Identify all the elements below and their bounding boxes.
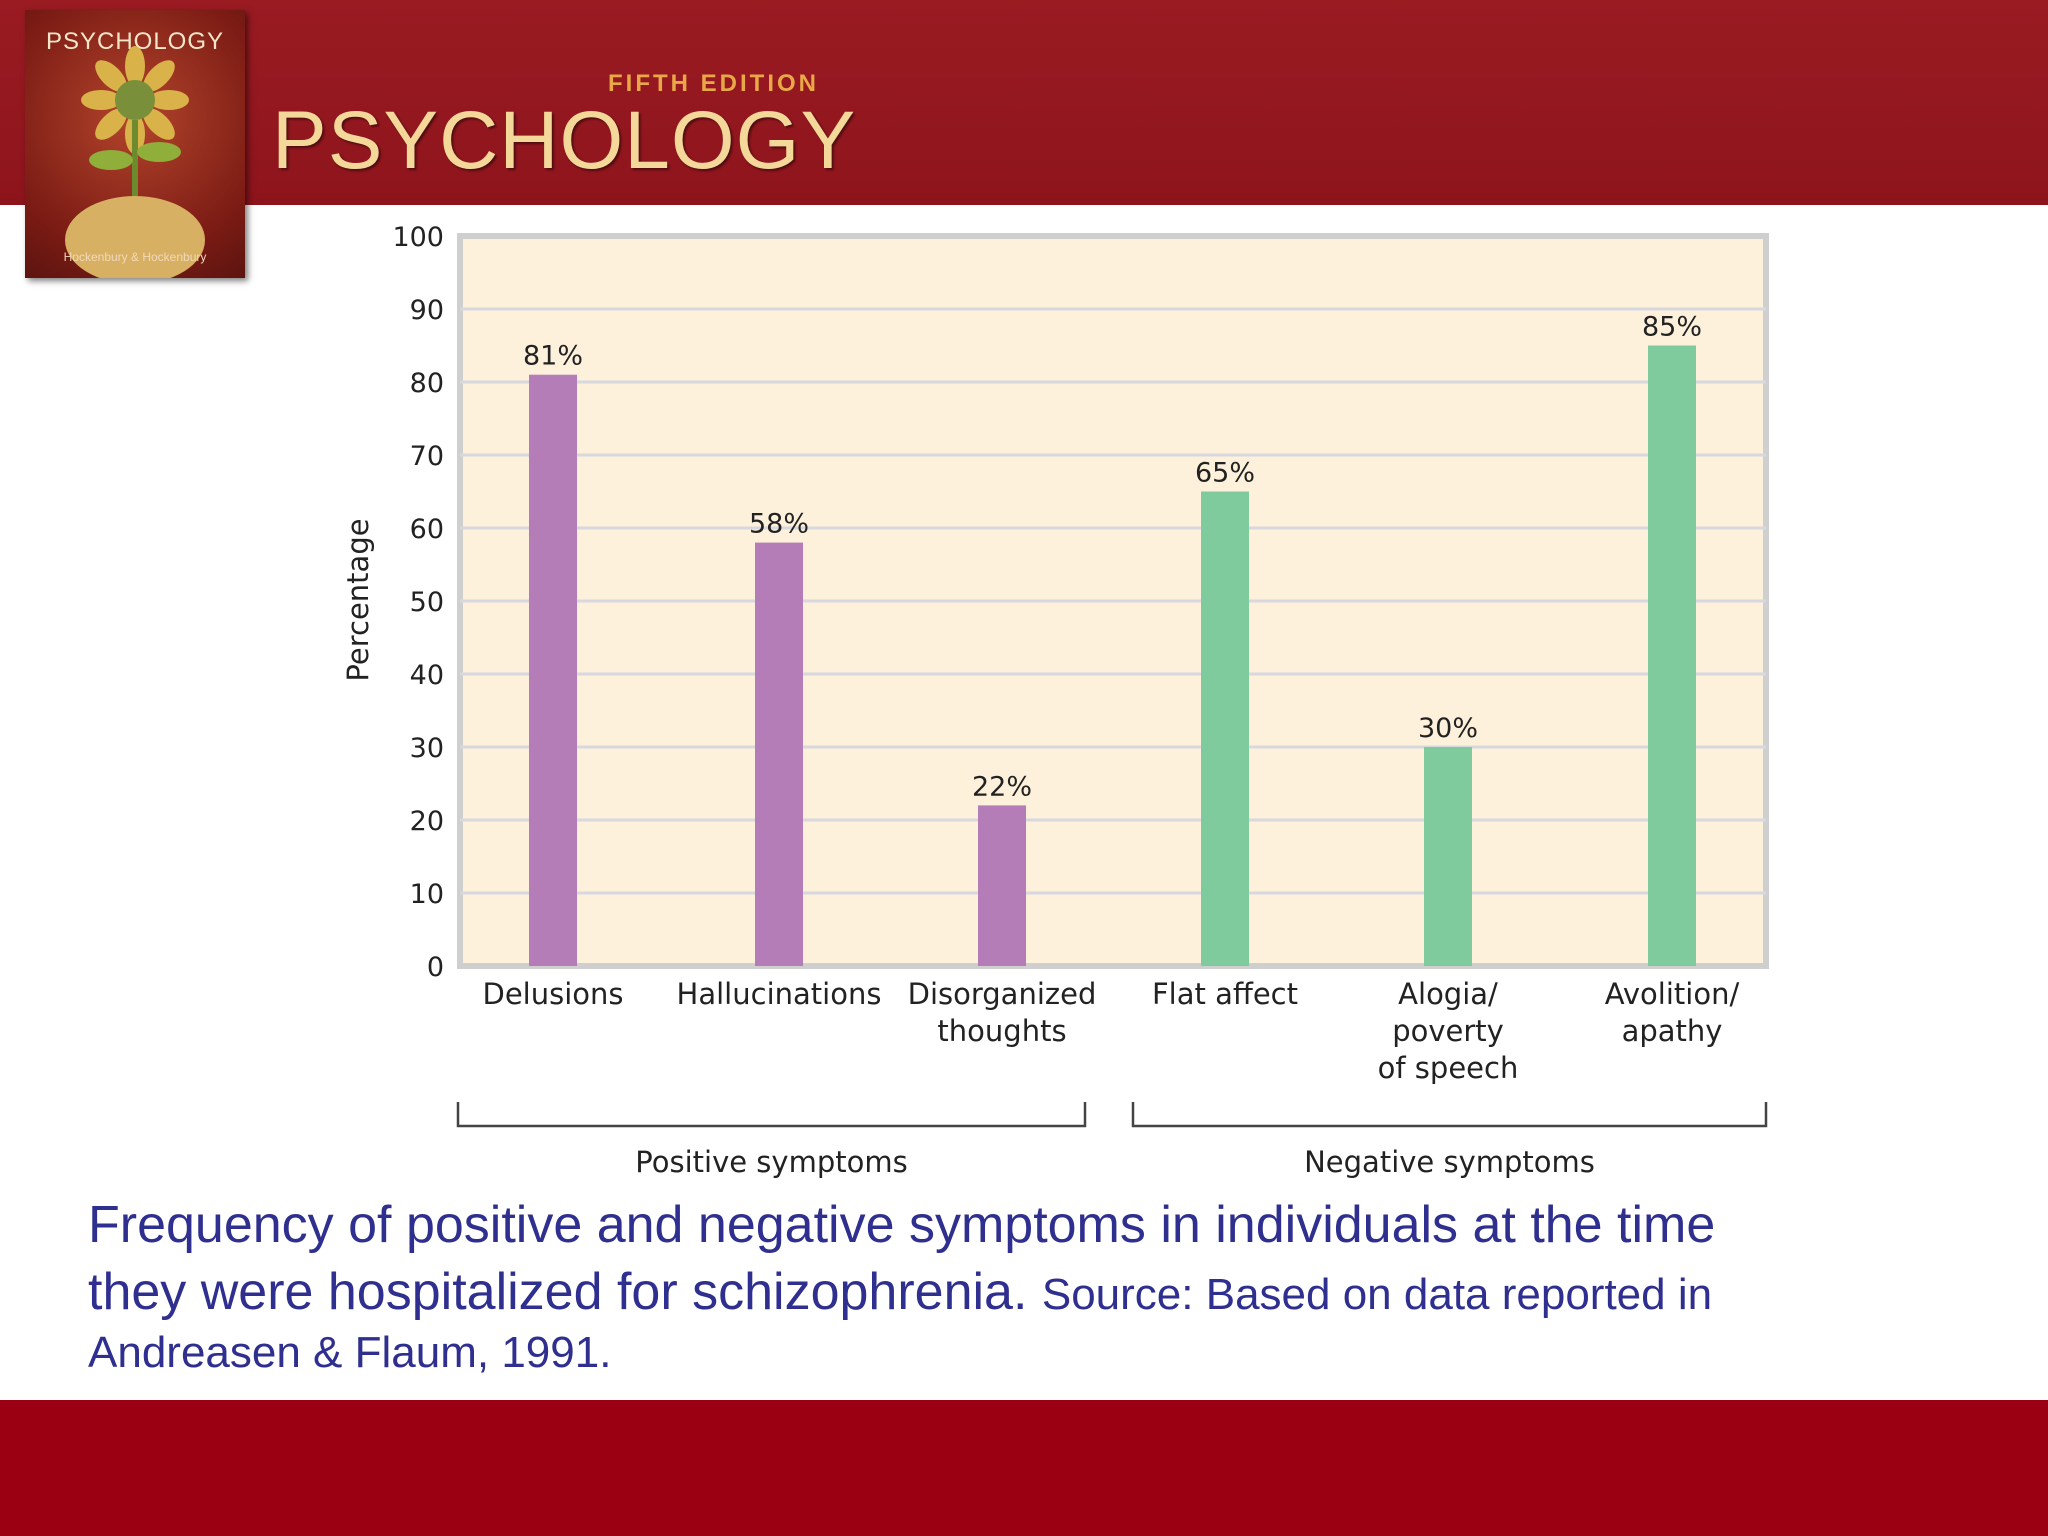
x-tick-label: Disorganized <box>908 977 1097 1011</box>
y-tick-label: 100 <box>392 222 444 253</box>
y-tick-label: 40 <box>410 660 444 691</box>
caption-main-line2: they were hospitalized for schizophrenia… <box>88 1263 1028 1321</box>
bar <box>978 805 1026 966</box>
caption-source: Source: Based on data reported in <box>1041 1270 1713 1319</box>
sunflower-icon <box>65 46 205 278</box>
cover-authors: Hockenbury & Hockenbury <box>63 250 207 264</box>
group-label: Positive symptoms <box>635 1145 907 1179</box>
y-tick-label: 70 <box>410 441 444 472</box>
book-cover: PSYCHOLOGY Hockenbury & Hockenbury <box>25 10 245 278</box>
header-band <box>0 0 2048 205</box>
chart-layer: 0 10 20 30 40 50 60 70 80 90 100 81% Delusions 58% Hal… <box>392 222 1769 1179</box>
bar <box>755 542 803 966</box>
data-label: 65% <box>1195 458 1255 489</box>
y-tick-label: 30 <box>410 733 444 764</box>
caption-source-line2: Andreasen & Flaum, 1991. <box>88 1328 612 1377</box>
y-tick-label: 0 <box>427 952 444 983</box>
x-tick-label: poverty <box>1392 1014 1504 1048</box>
x-tick-label: apathy <box>1622 1014 1723 1048</box>
bar <box>1424 747 1472 966</box>
x-tick-label: Delusions <box>482 977 623 1011</box>
y-tick-label: 60 <box>410 514 444 545</box>
data-label: 85% <box>1642 312 1702 343</box>
caption-main-line1: Frequency of positive and negative sympt… <box>88 1196 1716 1254</box>
bar <box>1201 491 1249 966</box>
bar-chart: 0 10 20 30 40 50 60 70 80 90 100 81% Delusions 58% Hal… <box>341 222 1769 1179</box>
x-tick-label: Alogia/ <box>1398 977 1498 1011</box>
y-tick-label: 10 <box>410 879 444 910</box>
group-bracket <box>1131 1102 1768 1128</box>
x-tick-label: of speech <box>1378 1051 1519 1085</box>
data-label: 22% <box>972 771 1032 802</box>
y-axis-label: Percentage <box>341 518 375 681</box>
x-tick-label: Flat affect <box>1152 977 1298 1011</box>
y-tick-label: 80 <box>410 368 444 399</box>
y-tick-label: 90 <box>410 295 444 326</box>
data-label: 30% <box>1418 713 1478 744</box>
bar <box>529 374 577 966</box>
data-label: 81% <box>523 341 583 372</box>
data-label: 58% <box>749 509 809 540</box>
x-tick-label: thoughts <box>937 1014 1066 1048</box>
y-tick-label: 50 <box>410 587 444 618</box>
x-tick-label: Avolition/ <box>1605 977 1740 1011</box>
edition-label: FIFTH EDITION <box>608 70 819 97</box>
figure-caption: Frequency of positive and negative sympt… <box>88 1192 1988 1328</box>
brand-title: PSYCHOLOGY <box>272 95 857 186</box>
group-label: Negative symptoms <box>1304 1145 1595 1179</box>
x-tick-label: Hallucinations <box>677 977 882 1011</box>
group-bracket <box>456 1102 1087 1128</box>
bar <box>1648 345 1696 966</box>
footer-band <box>0 1400 2048 1536</box>
y-tick-label: 20 <box>410 806 444 837</box>
